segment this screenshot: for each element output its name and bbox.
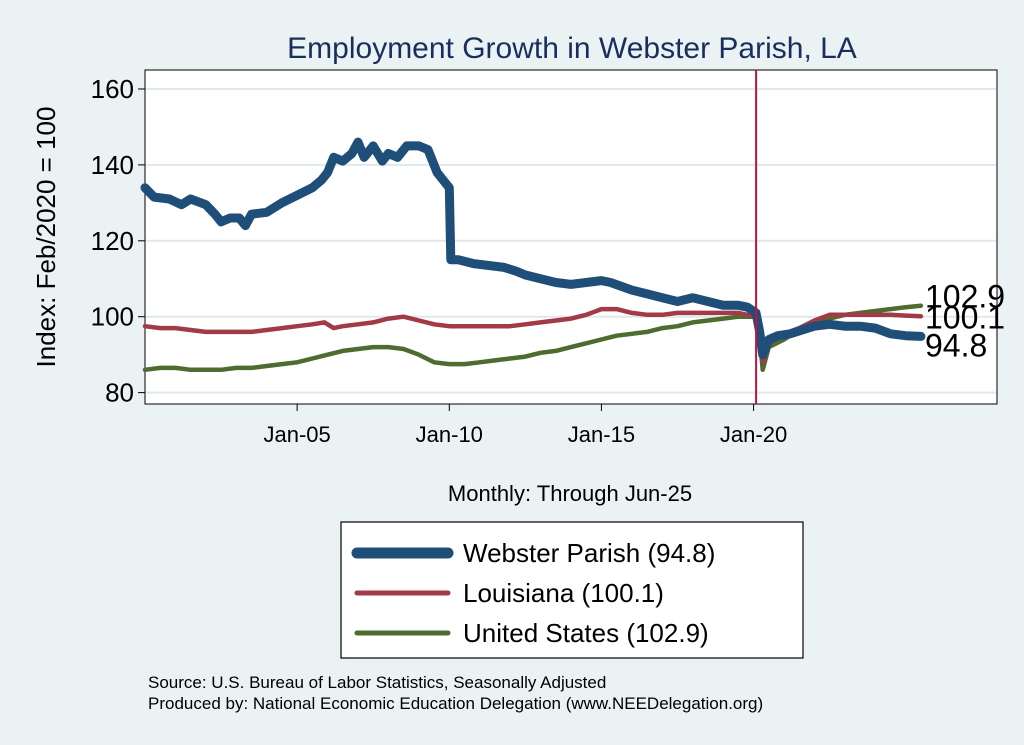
legend: Webster Parish (94.8) Louisiana (100.1) … [340,521,804,659]
series-lines [140,70,926,404]
produced-by-note: Produced by: National Economic Education… [148,694,763,713]
chart-title: Employment Growth in Webster Parish, LA [287,32,857,65]
y-tick-label: 140 [91,150,134,180]
x-tick-label: Jan-15 [568,422,635,447]
legend-label-webster: Webster Parish (94.8) [463,538,715,568]
end-label-webster: 94.8 [925,327,987,363]
y-tick-label: 120 [91,226,134,256]
legend-label-louisiana: Louisiana (100.1) [463,578,664,608]
y-tick-label: 100 [91,302,134,332]
series-line-webster [140,137,926,360]
plot-area [144,69,998,405]
x-tick-label: Jan-05 [264,422,331,447]
y-axis-label: Index: Feb/2020 = 100 [31,107,61,368]
x-tick-label: Jan-20 [720,422,787,447]
end-label-louisiana: 100.1 [925,299,1005,335]
y-axis: 80 100 120 140 160 [91,74,145,408]
x-axis-label: Monthly: Through Jun-25 [448,481,692,506]
legend-label-united-states: United States (102.9) [463,618,709,648]
y-tick-label: 160 [91,74,134,104]
legend-box [340,521,804,659]
end-label-united-states: 102.9 [925,279,1005,315]
source-note: Source: U.S. Bureau of Labor Statistics,… [148,673,606,692]
x-tick-label: Jan-10 [416,422,483,447]
y-tick-label: 80 [105,378,134,408]
x-axis: Jan-05 Jan-10 Jan-15 Jan-20 [264,404,787,447]
